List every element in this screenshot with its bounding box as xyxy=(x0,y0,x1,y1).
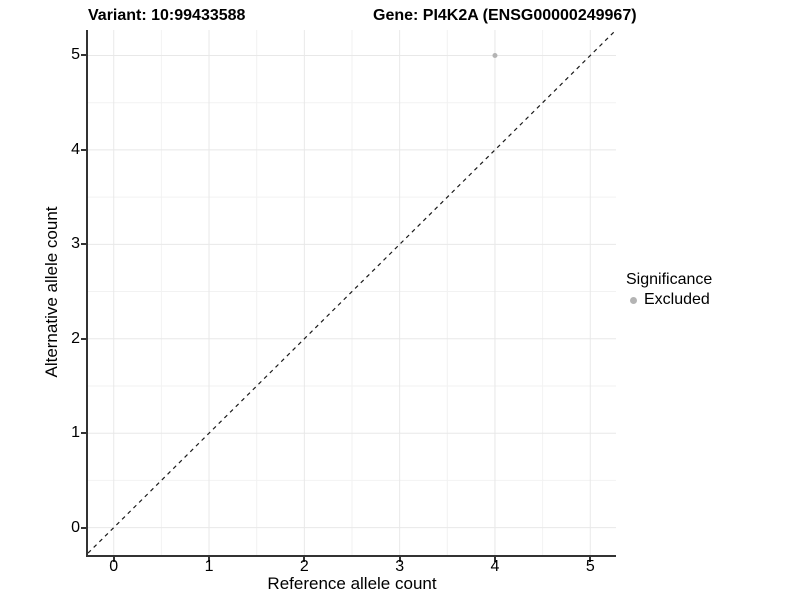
x-tick-mark xyxy=(398,557,401,562)
x-tick-mark xyxy=(493,557,496,562)
y-tick-label: 1 xyxy=(71,424,80,442)
y-tick-label: 2 xyxy=(71,329,80,347)
x-tick-label: 3 xyxy=(395,558,405,575)
y-tick-label: 3 xyxy=(71,235,80,253)
x-tick-mark xyxy=(208,557,211,562)
x-tick-mark xyxy=(589,557,592,562)
plot-title-variant: Variant: 10:99433588 xyxy=(88,7,246,24)
y-axis-title: Alternative allele count xyxy=(42,206,61,378)
y-tick-mark xyxy=(81,337,86,340)
x-axis-title: Reference allele count xyxy=(267,574,437,593)
legend-item-excluded: Excluded xyxy=(626,291,712,309)
legend-title: Significance xyxy=(626,271,713,288)
plot-panel xyxy=(86,30,616,557)
identity-line xyxy=(88,30,616,554)
y-tick-label: 4 xyxy=(71,140,80,158)
x-tick-mark xyxy=(303,557,306,562)
legend: Significance Excluded xyxy=(626,271,712,309)
y-tick-label: 5 xyxy=(71,46,80,64)
y-tick-mark xyxy=(81,432,86,435)
x-tick-label: 2 xyxy=(299,558,309,575)
data-point-excluded xyxy=(492,52,498,58)
y-tick-mark xyxy=(81,148,86,151)
legend-dot-icon xyxy=(630,296,637,304)
x-tick-mark xyxy=(112,557,115,562)
x-tick-label: 0 xyxy=(109,558,119,575)
x-tick-label: 4 xyxy=(490,558,500,575)
plot-canvas xyxy=(88,30,616,555)
y-tick-label: 0 xyxy=(71,518,80,536)
legend-item-label: Excluded xyxy=(644,291,710,308)
x-tick-label: 5 xyxy=(585,558,595,575)
x-tick-label: 1 xyxy=(204,558,214,575)
y-tick-mark xyxy=(81,243,86,246)
y-tick-mark xyxy=(81,54,86,57)
plot-title-gene: Gene: PI4K2A (ENSG00000249967) xyxy=(373,7,637,24)
y-tick-mark xyxy=(81,526,86,529)
